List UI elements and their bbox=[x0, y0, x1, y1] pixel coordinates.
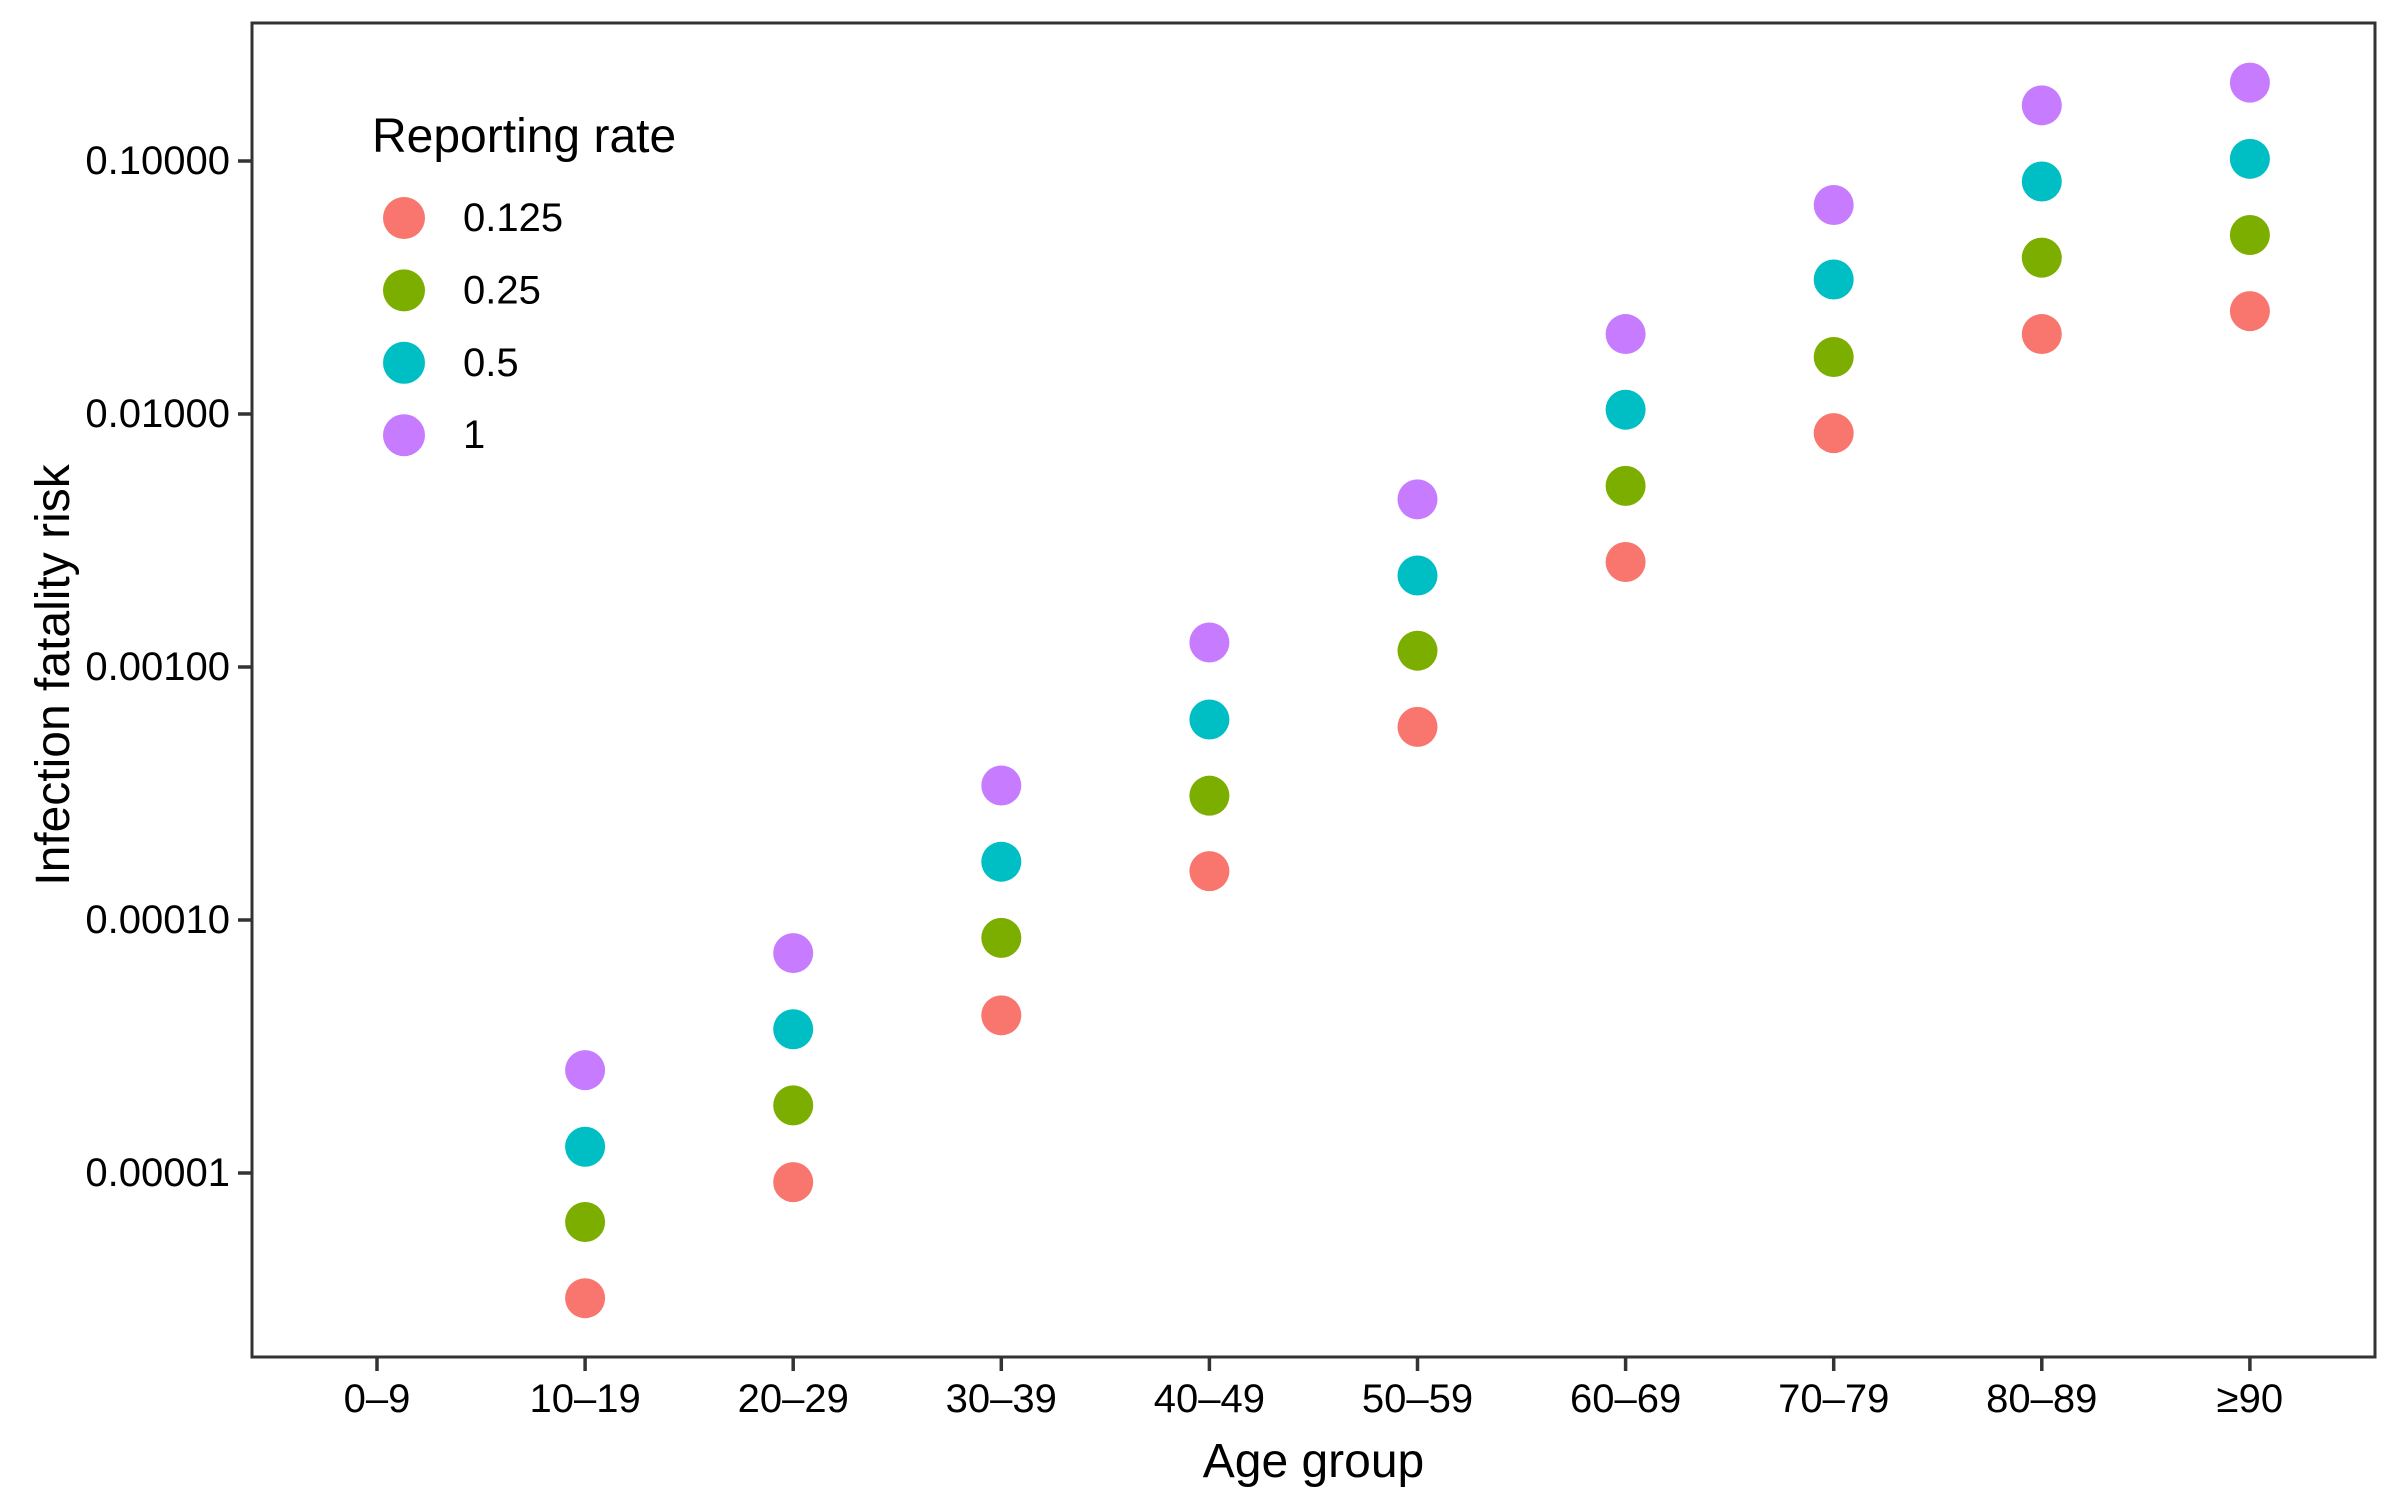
data-point bbox=[565, 1050, 606, 1091]
data-point bbox=[1605, 465, 1646, 506]
y-tick-label: 0.01000 bbox=[85, 392, 230, 436]
data-point bbox=[1605, 389, 1646, 430]
data-point bbox=[1813, 336, 1854, 377]
data-point bbox=[2229, 138, 2270, 179]
legend-item-label: 0.5 bbox=[463, 341, 519, 385]
y-axis-title: Infection fatality risk bbox=[27, 464, 80, 886]
data-point bbox=[1605, 542, 1646, 583]
data-point bbox=[2021, 237, 2062, 278]
data-point bbox=[2021, 85, 2062, 126]
legend-color-dot bbox=[383, 197, 425, 239]
data-point bbox=[565, 1202, 606, 1243]
x-tick-label: 70–79 bbox=[1778, 1377, 1889, 1421]
data-point bbox=[981, 917, 1022, 958]
x-tick-label: 80–89 bbox=[1986, 1377, 2097, 1421]
y-tick-label: 0.00010 bbox=[85, 898, 230, 942]
data-point bbox=[2229, 291, 2270, 332]
data-point bbox=[1397, 555, 1438, 596]
x-tick-label: 40–49 bbox=[1154, 1377, 1265, 1421]
data-point bbox=[1189, 622, 1230, 663]
data-point bbox=[1397, 706, 1438, 747]
y-tick-label: 0.10000 bbox=[85, 139, 230, 183]
legend-item-label: 0.25 bbox=[463, 268, 541, 312]
data-point bbox=[1813, 259, 1854, 300]
x-tick-label: 10–19 bbox=[529, 1377, 640, 1421]
x-tick-label: 20–29 bbox=[738, 1377, 849, 1421]
x-tick-label: 50–59 bbox=[1362, 1377, 1473, 1421]
data-point bbox=[1813, 185, 1854, 226]
data-point bbox=[2021, 314, 2062, 355]
data-point bbox=[1397, 479, 1438, 520]
legend-item-label: 1 bbox=[463, 413, 485, 457]
data-point bbox=[773, 1162, 814, 1203]
y-tick-label: 0.00001 bbox=[85, 1151, 230, 1195]
x-axis-title: Age group bbox=[1202, 1435, 1425, 1488]
data-point bbox=[2229, 62, 2270, 103]
data-point bbox=[773, 1085, 814, 1126]
y-tick-label: 0.00100 bbox=[85, 645, 230, 689]
data-point bbox=[1189, 775, 1230, 816]
data-point bbox=[981, 841, 1022, 882]
data-point bbox=[2021, 161, 2062, 202]
x-tick-label: 0–9 bbox=[344, 1377, 411, 1421]
data-point bbox=[1397, 630, 1438, 671]
legend-title: Reporting rate bbox=[372, 110, 677, 163]
x-tick-label: 30–39 bbox=[946, 1377, 1057, 1421]
data-point bbox=[1813, 413, 1854, 454]
data-point bbox=[1189, 699, 1230, 740]
x-tick-label: ≥90 bbox=[2217, 1377, 2283, 1421]
data-point bbox=[1605, 314, 1646, 355]
legend-item-label: 0.125 bbox=[463, 196, 563, 240]
data-point bbox=[2229, 214, 2270, 255]
data-point bbox=[773, 933, 814, 974]
panel-border bbox=[250, 21, 2377, 1359]
data-point bbox=[981, 995, 1022, 1036]
legend-color-dot bbox=[383, 341, 425, 384]
x-tick-label: 60–69 bbox=[1570, 1377, 1681, 1421]
data-point bbox=[981, 765, 1022, 806]
legend-color-dot bbox=[383, 269, 425, 312]
data-point bbox=[773, 1009, 814, 1050]
data-point bbox=[1189, 851, 1230, 892]
data-point bbox=[565, 1278, 606, 1319]
legend-color-dot bbox=[383, 414, 425, 457]
data-point bbox=[565, 1126, 606, 1167]
